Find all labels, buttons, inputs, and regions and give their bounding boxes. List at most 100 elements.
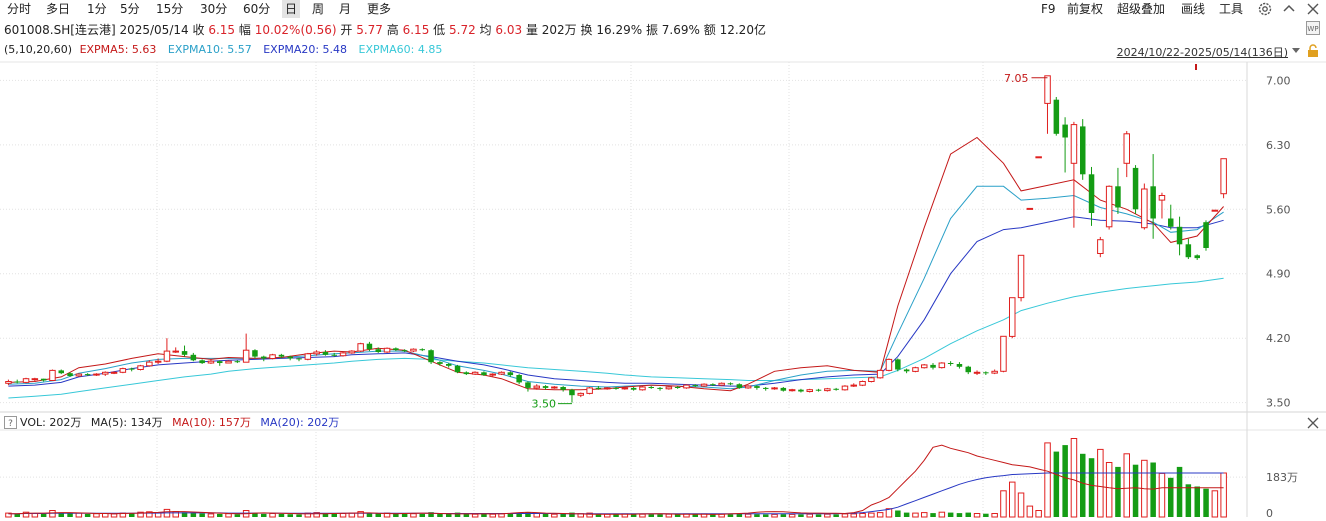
candle-body [269, 354, 276, 359]
volume-bar [1211, 490, 1219, 518]
volume-bar [357, 511, 364, 518]
candle [683, 384, 690, 389]
candle [22, 377, 30, 384]
candle [876, 369, 884, 379]
help-icon[interactable]: ? [4, 416, 17, 429]
adjust-button[interactable]: 前复权 [1067, 2, 1104, 16]
candle [1158, 192, 1166, 219]
candle-body [1115, 186, 1121, 208]
f9-button[interactable]: F9 [1041, 2, 1056, 16]
volume-bar [110, 513, 118, 518]
tab-multi-day[interactable]: 多日 [46, 2, 71, 16]
tab-monthly[interactable]: 月 [339, 2, 352, 16]
ema-params[interactable]: (5,10,20,60) [4, 43, 73, 56]
candle [507, 371, 514, 377]
volume-bar [375, 513, 381, 517]
candle [1150, 154, 1156, 239]
candle-body [1220, 158, 1227, 195]
candle-body [621, 387, 629, 390]
candle [119, 367, 127, 374]
volume-bar [322, 513, 329, 517]
candle [58, 369, 64, 375]
volume-bar [983, 513, 989, 517]
vol-ma10-line [8, 444, 1224, 515]
candle [798, 388, 804, 393]
overlay-button[interactable]: 超级叠加 [1117, 2, 1166, 16]
volume-bar [1115, 466, 1121, 517]
candle [833, 387, 839, 391]
volume-bar [366, 512, 373, 517]
candle-body [938, 362, 946, 369]
volume-bar [665, 513, 673, 518]
candle-body [463, 372, 470, 375]
draw-line-button[interactable]: 画线 [1181, 2, 1206, 16]
dropdown-icon[interactable] [1291, 44, 1301, 54]
price-tick-label: 4.20 [1266, 332, 1291, 345]
volume-bar [331, 513, 337, 517]
candle-body [991, 370, 998, 374]
vol-ma20-line [8, 472, 1224, 515]
candle-body [1185, 244, 1192, 258]
candle-body [639, 386, 646, 391]
candle [1220, 158, 1227, 199]
candle-body [129, 368, 135, 370]
ema10-line [8, 185, 1224, 390]
candle [621, 386, 629, 390]
candle [375, 347, 381, 353]
tab-intraday[interactable]: 分时 [7, 2, 32, 16]
volume-bar [621, 513, 629, 518]
volume-legend: VOL: 202万 MA(5): 134万 MA(10): 157万 MA(20… [20, 416, 339, 430]
candle [129, 367, 135, 372]
candle-body [604, 387, 611, 390]
candle [569, 388, 575, 403]
candle-body [921, 364, 928, 369]
volume-bar [129, 513, 135, 517]
volume-bar [1053, 451, 1060, 517]
date-range[interactable]: 2024/10/22-2025/05/14(136日) [1116, 46, 1288, 59]
tab-60min[interactable]: 60分 [243, 2, 271, 16]
volume-bar [454, 512, 461, 517]
quote-bar: 601008.SH[连云港] 2025/05/14 收 6.15 幅 10.02… [4, 22, 766, 38]
close-icon[interactable] [1305, 1, 1321, 17]
candle-body [1080, 126, 1086, 175]
tab-1min[interactable]: 1分 [87, 2, 107, 16]
candle [225, 360, 232, 364]
volume-bar [1026, 505, 1034, 518]
tab-30min[interactable]: 30分 [200, 2, 228, 16]
volume-bar [199, 513, 205, 517]
close-volume-icon[interactable] [1306, 416, 1320, 430]
volume-bar [1194, 486, 1200, 517]
volume-bar [313, 512, 320, 518]
tab-weekly[interactable]: 周 [312, 2, 325, 16]
volume-bar [1088, 458, 1095, 517]
candle-body [1088, 174, 1095, 213]
candle [885, 358, 893, 372]
tab-more[interactable]: 更多 [367, 2, 392, 16]
tab-15min[interactable]: 15分 [156, 2, 184, 16]
volume-bar [551, 513, 558, 518]
candle [780, 386, 787, 392]
candle [137, 364, 144, 371]
candle [481, 371, 487, 376]
candle [1070, 121, 1078, 228]
volume-bar [841, 513, 849, 518]
candle-body [339, 352, 347, 357]
tab-daily[interactable]: 日 [282, 0, 301, 18]
volume-tick-label: 183万 [1266, 471, 1298, 484]
candle-body [710, 384, 716, 386]
lock-icon[interactable] [1306, 44, 1320, 58]
volume-bar [639, 513, 646, 518]
volume-bar [912, 512, 919, 518]
volume-bar [463, 513, 470, 517]
wp-icon[interactable]: WP [1306, 21, 1320, 35]
candle [419, 348, 425, 352]
collapse-icon[interactable] [1281, 1, 1297, 17]
open-label: 开 [340, 23, 353, 37]
tab-5min[interactable]: 5分 [120, 2, 140, 16]
candle-body [1141, 188, 1148, 229]
candle [956, 362, 963, 369]
tools-button[interactable]: 工具 [1219, 2, 1244, 16]
candle [313, 350, 320, 356]
settings-icon[interactable] [1257, 1, 1273, 17]
